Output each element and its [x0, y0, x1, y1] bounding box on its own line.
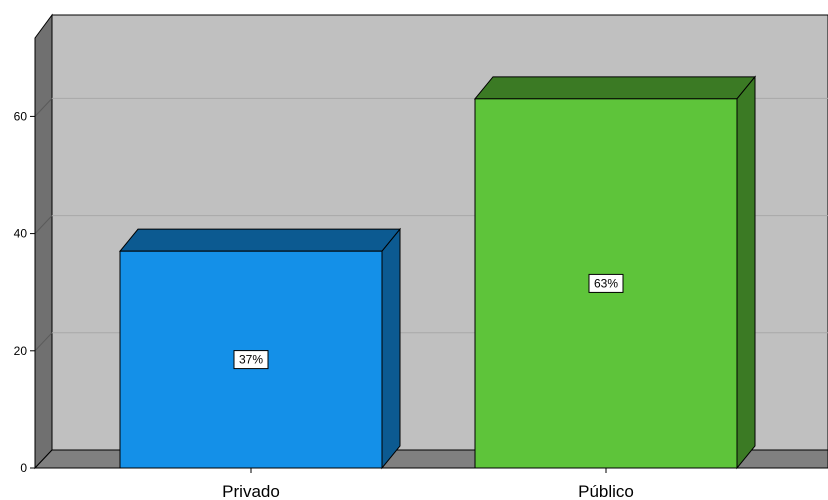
gridline-side	[34, 332, 53, 352]
y-tick-label: 0	[20, 461, 27, 475]
data-label-box	[233, 350, 269, 370]
y-tick-label: 60	[14, 109, 28, 123]
bar-side	[381, 227, 401, 470]
chart-left-wall	[34, 13, 53, 470]
data-label: 37%	[239, 353, 263, 367]
bar-top	[118, 228, 402, 252]
x-tick-label: Público	[578, 482, 634, 500]
bar-group	[118, 227, 402, 470]
y-tick-label: 20	[14, 344, 28, 358]
y-tick-label: 40	[14, 227, 28, 241]
bar-group	[473, 75, 757, 470]
data-label-box	[588, 273, 624, 293]
gridline-side	[34, 215, 53, 234]
bar-side	[736, 75, 756, 470]
data-label: 63%	[594, 276, 618, 290]
bar-top	[473, 76, 757, 100]
gridline-side	[34, 98, 53, 117]
x-tick-label: Privado	[222, 482, 280, 500]
